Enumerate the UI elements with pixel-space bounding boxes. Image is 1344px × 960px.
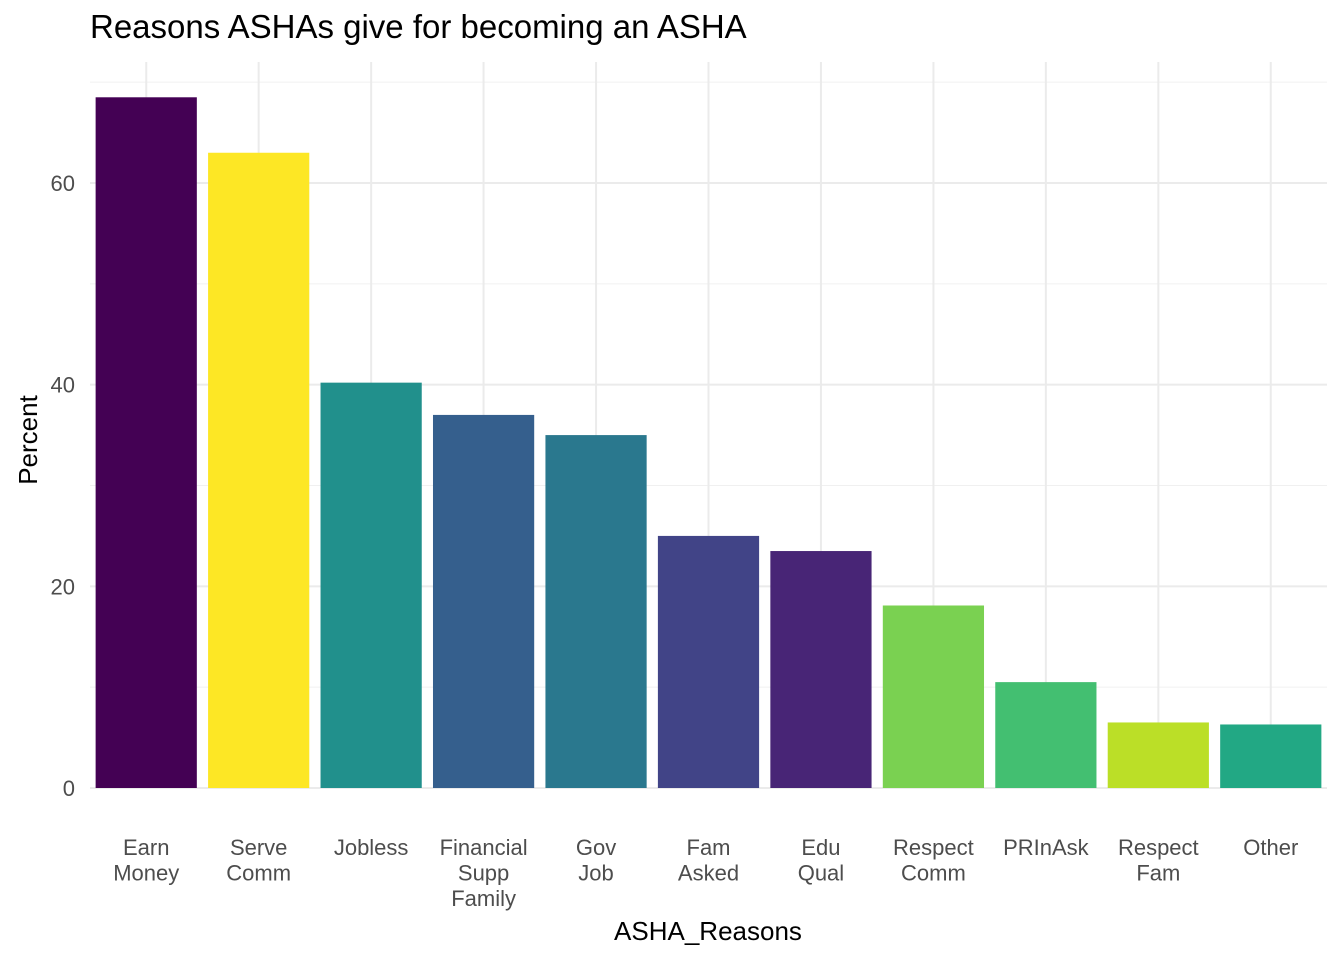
x-tick-label: Financial Supp Family <box>440 835 528 911</box>
chart-title: Reasons ASHAs give for becoming an ASHA <box>90 8 747 45</box>
y-tick-label: 0 <box>63 776 75 801</box>
y-tick-label: 60 <box>51 171 75 196</box>
bars <box>95 97 1322 788</box>
bar <box>1220 724 1322 788</box>
x-axis-ticks: Earn Money Serve Comm Jobless Financial Supp Fa… <box>113 835 1298 911</box>
bar <box>320 382 422 788</box>
y-tick-label: 20 <box>51 574 75 599</box>
bar <box>995 682 1097 788</box>
x-tick-label: Other <box>1243 835 1298 860</box>
bar <box>432 414 535 788</box>
x-tick-label: Edu Qual <box>798 835 844 886</box>
bar <box>545 435 647 788</box>
bar <box>770 551 872 788</box>
y-tick-label: 40 <box>51 373 75 398</box>
bar <box>1107 722 1209 788</box>
x-tick-label: Serve Comm <box>226 835 291 886</box>
bar <box>95 97 197 788</box>
y-axis-title: Percent <box>13 394 43 484</box>
x-axis-title: ASHA_Reasons <box>614 916 802 946</box>
bar <box>657 535 760 788</box>
x-tick-label: Jobless <box>334 835 409 860</box>
y-axis-ticks: 0 20 40 60 <box>51 171 75 801</box>
x-tick-label: Respect Comm <box>893 835 974 886</box>
x-tick-label: Fam Asked <box>678 835 739 886</box>
x-tick-label: PRInAsk <box>1003 835 1090 860</box>
x-tick-label: Respect Fam <box>1118 835 1199 886</box>
x-tick-label: Earn Money <box>113 835 179 886</box>
bar <box>208 152 310 788</box>
bar <box>882 605 985 788</box>
x-tick-label: Gov Job <box>576 835 616 886</box>
